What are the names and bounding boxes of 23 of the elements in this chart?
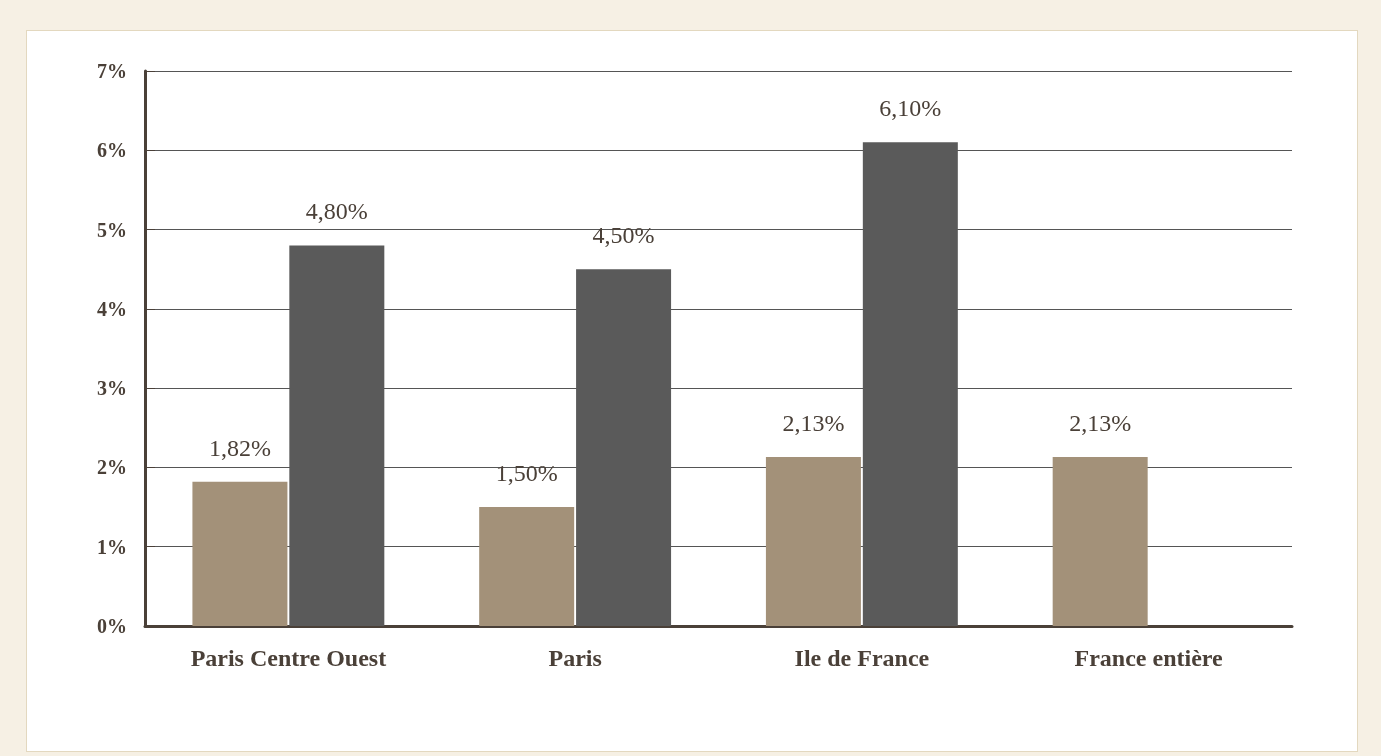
y-tick-label: 2% (97, 456, 127, 479)
data-label: 2,13% (782, 410, 845, 437)
y-tick-label: 7% (97, 60, 127, 82)
y-tick-label: 0% (97, 615, 127, 637)
bar (765, 457, 861, 626)
y-tick-label: 6% (97, 139, 127, 162)
x-tick-label: Paris (548, 645, 602, 671)
x-tick-label: Ile de France (794, 645, 930, 671)
data-label: 1,50% (495, 460, 558, 487)
data-label: 2,13% (1069, 410, 1132, 437)
y-tick-label: 1% (97, 535, 127, 558)
data-label: 6,10% (879, 95, 942, 122)
data-label: 4,50% (592, 222, 655, 249)
y-tick-label: 3% (97, 377, 127, 400)
x-tick-label: France entière (1074, 645, 1224, 671)
y-tick-label: 4% (97, 297, 127, 320)
bar (479, 507, 575, 626)
bar (1052, 457, 1148, 626)
data-label: 4,80% (305, 198, 368, 225)
x-tick-label: Paris Centre Ouest (190, 645, 387, 671)
bar (192, 481, 288, 626)
data-label: 1,82% (208, 434, 271, 461)
y-tick-label: 5% (97, 218, 127, 241)
